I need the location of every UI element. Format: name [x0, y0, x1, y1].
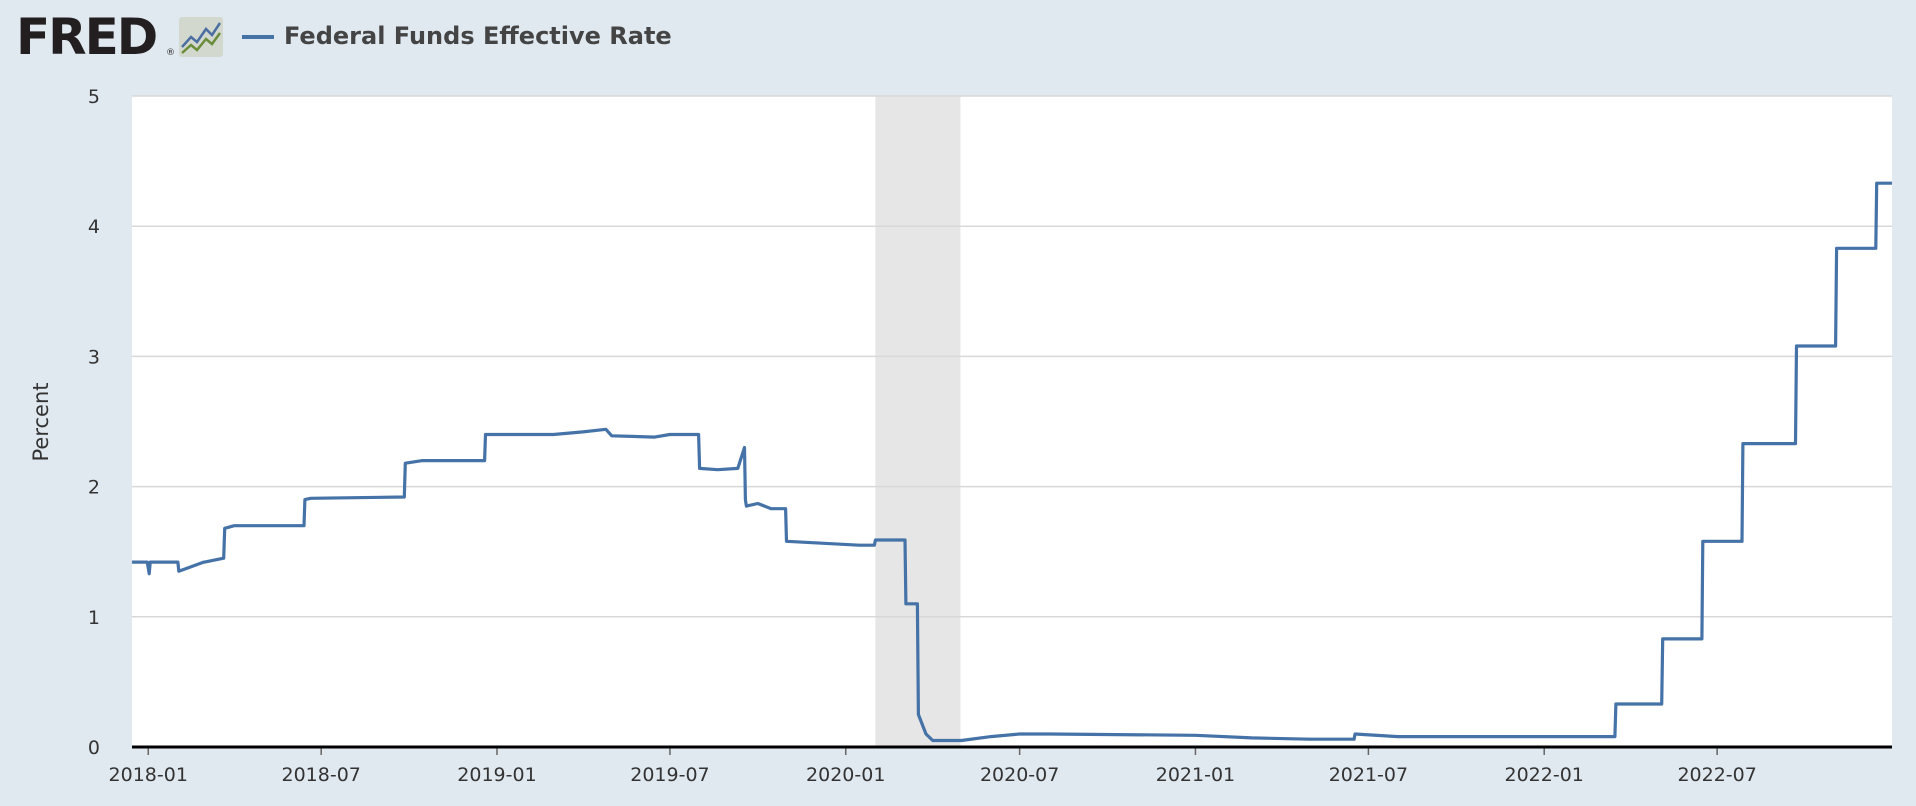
x-tick-label: 2018-01: [109, 764, 188, 786]
chart-header: FRED ® Federal Funds Effective Rate: [0, 0, 1916, 78]
legend-swatch[interactable]: [242, 35, 274, 39]
x-tick-label: 2022-01: [1505, 764, 1584, 786]
y-tick-labels: 0 1 2 3 4 5: [88, 86, 100, 759]
plot-area: [132, 96, 1892, 748]
x-tick-label: 2020-07: [980, 764, 1059, 786]
x-tick-label: 2021-01: [1156, 764, 1235, 786]
x-tick-label: 2019-07: [630, 764, 709, 786]
x-tick-label: 2018-07: [281, 764, 360, 786]
x-tick-label: 2019-01: [457, 764, 536, 786]
y-tick-label: 5: [88, 86, 100, 108]
x-tick-label: 2020-01: [806, 764, 885, 786]
x-tick-label: 2021-07: [1329, 764, 1408, 786]
y-tick-label: 4: [88, 216, 100, 238]
y-tick-label: 3: [88, 346, 100, 368]
fred-chart-icon: [179, 17, 223, 57]
y-tick-label: 2: [88, 477, 100, 499]
registered-mark: ®: [166, 48, 175, 58]
x-tick-labels: 2018-01 2018-07 2019-01 2019-07 2020-01 2020-…: [109, 747, 1757, 786]
y-tick-label: 1: [88, 607, 100, 629]
legend-label[interactable]: Federal Funds Effective Rate: [284, 22, 672, 50]
x-tick-label: 2022-07: [1677, 764, 1756, 786]
y-tick-label: 0: [88, 737, 100, 759]
series-line-federal-funds-rate[interactable]: [132, 181, 1892, 743]
fred-logo[interactable]: FRED: [16, 8, 158, 66]
y-gridlines: [132, 95, 1892, 618]
y-axis-title: Percent: [29, 382, 53, 461]
